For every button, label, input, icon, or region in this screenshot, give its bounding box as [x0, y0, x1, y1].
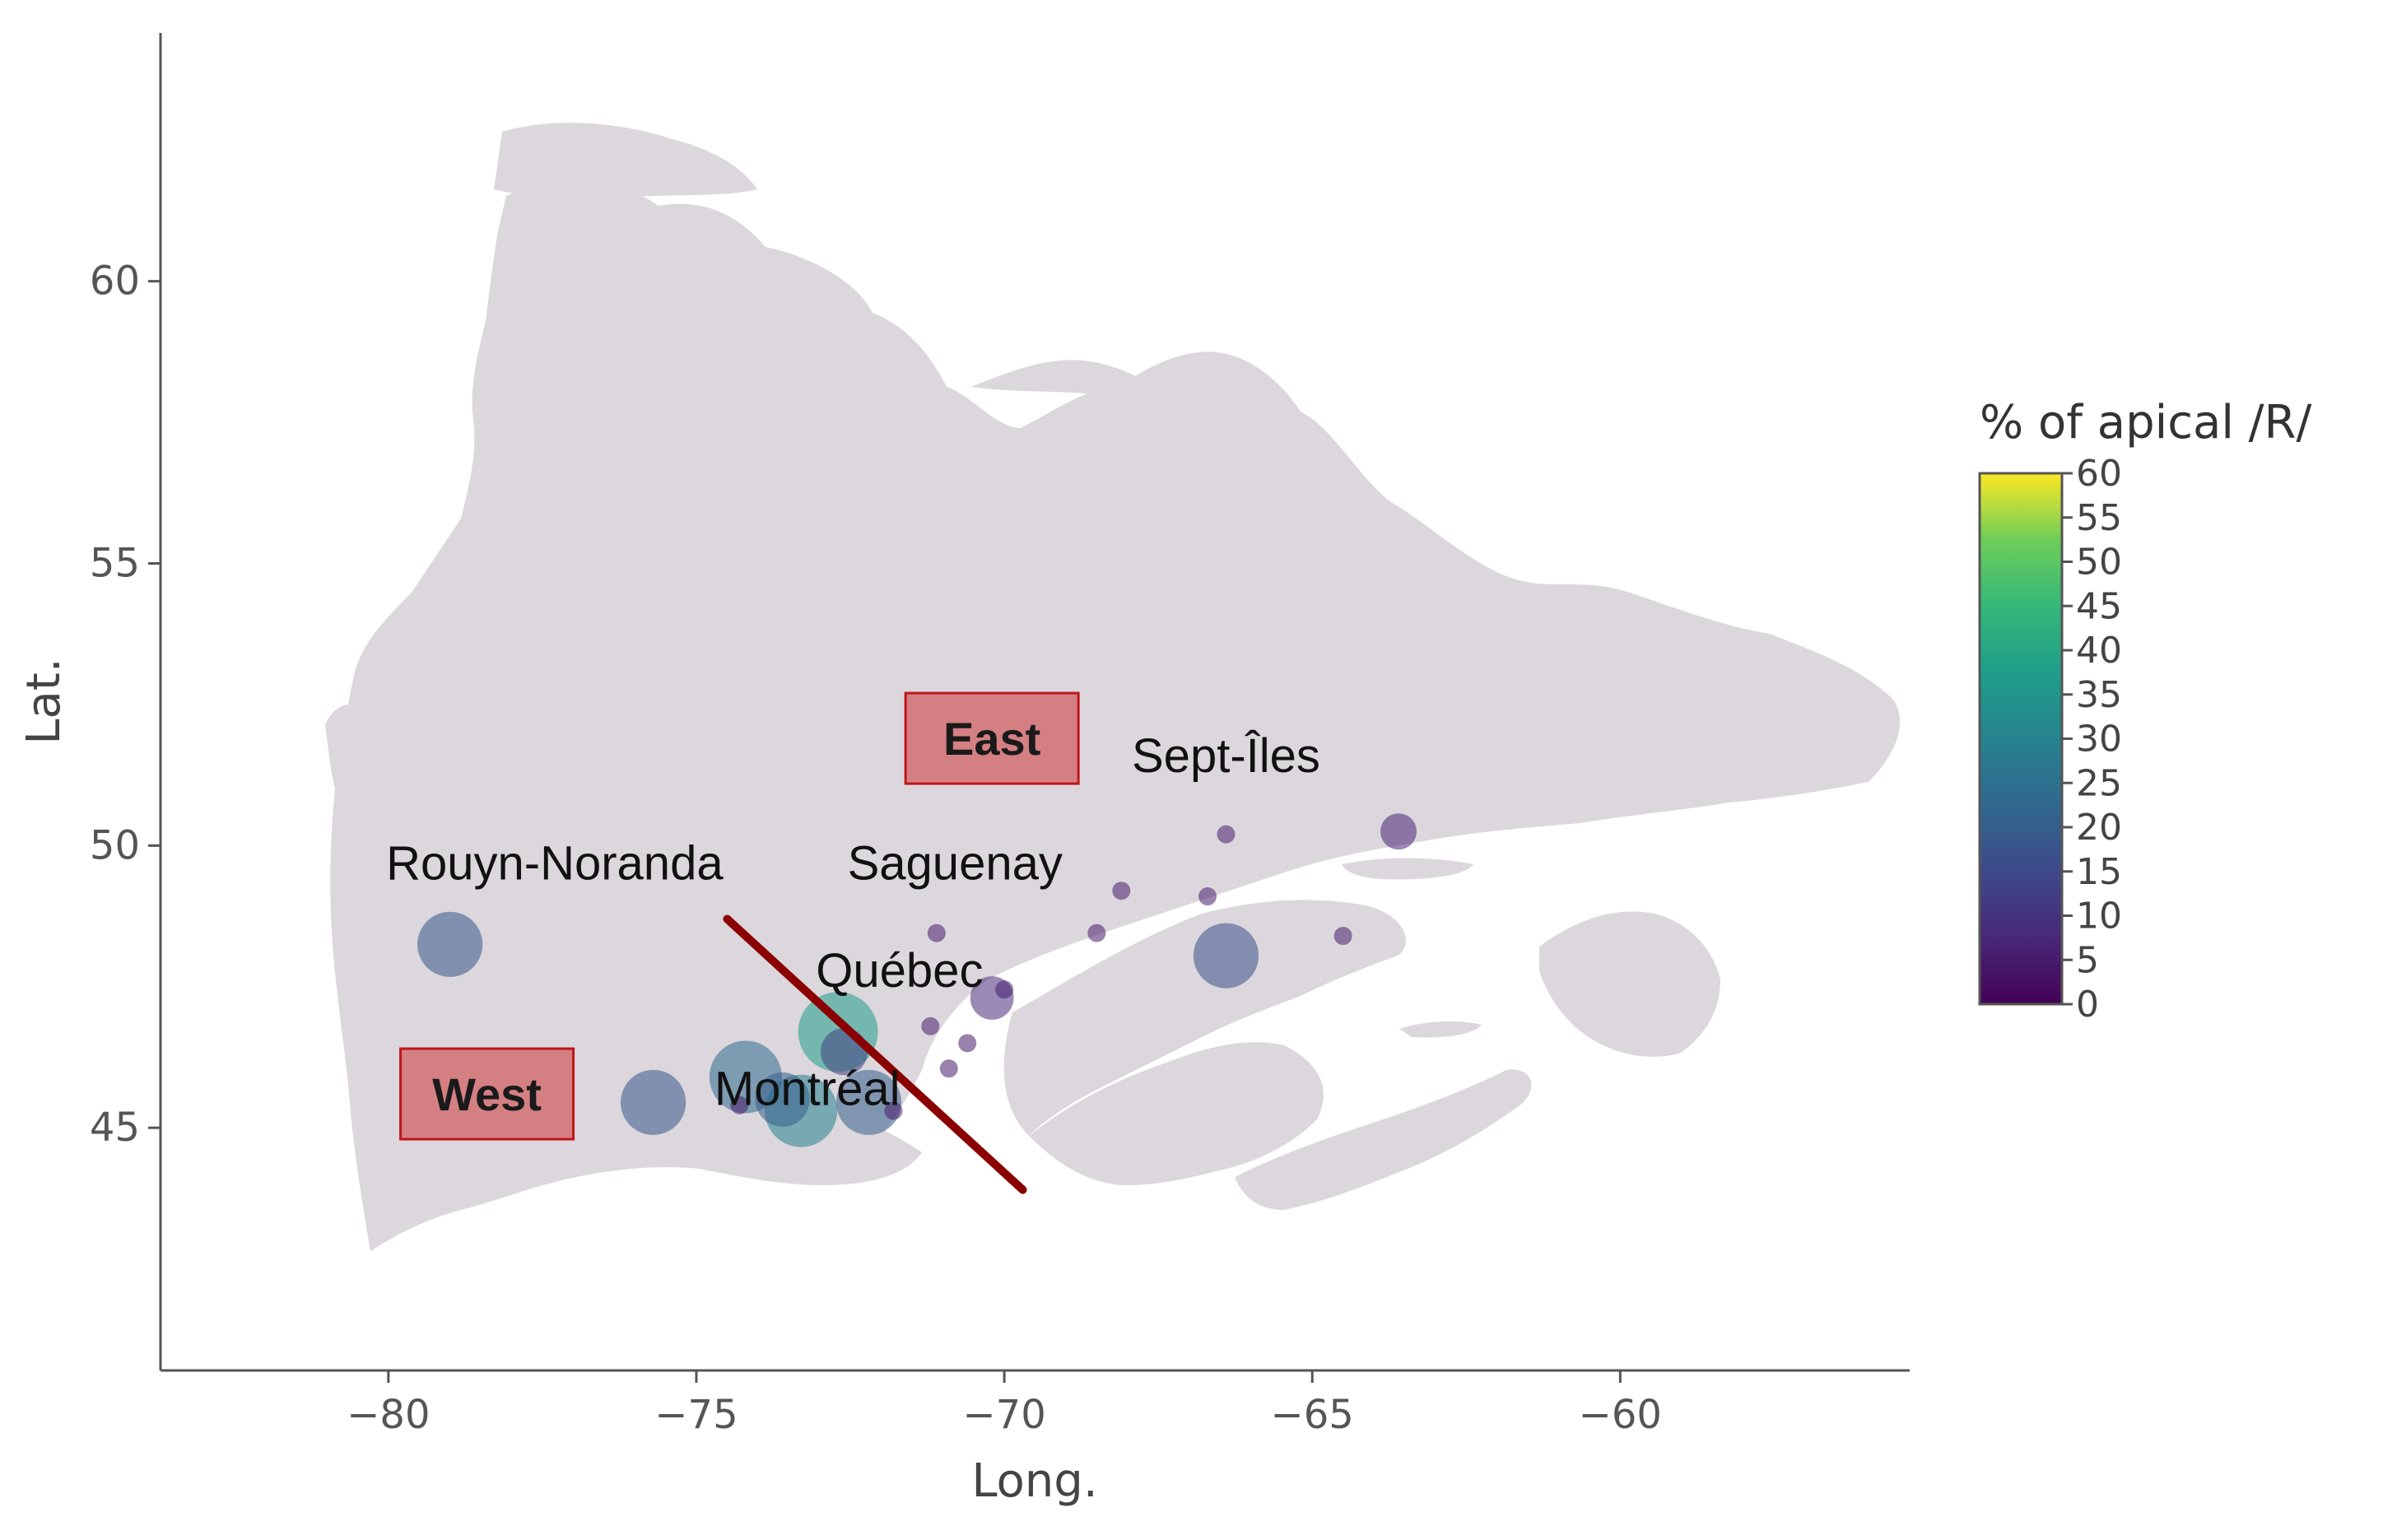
- east-west-divider: [723, 914, 1027, 1194]
- colorbar-tick-label: 15: [2076, 851, 2122, 893]
- colorbar-gradient: [1978, 472, 2064, 1006]
- colorbar-tick-label: 25: [2076, 762, 2122, 804]
- city-label: Montréal: [714, 1063, 901, 1116]
- y-tick-label: 45: [90, 1105, 140, 1151]
- maritimes-landmass: [1003, 900, 1406, 1136]
- y-tick-label: 50: [90, 822, 140, 868]
- data-point: [730, 1096, 749, 1114]
- city-labels: Rouyn-Noranda Saguenay Sept-Îles Québec Mont…: [386, 729, 1320, 1116]
- colorbar-tick-label: 45: [2076, 585, 2122, 627]
- colorbar-tick-label: 10: [2076, 896, 2122, 937]
- colorbar-tick-label: 0: [2076, 984, 2099, 1026]
- colorbar-tick-label: 55: [2076, 497, 2122, 539]
- data-points: [417, 813, 1417, 1147]
- region-label: West: [432, 1068, 542, 1120]
- ungava-landmass: [494, 123, 757, 199]
- region-box: [399, 1047, 575, 1141]
- colorbar-tick-label: 35: [2076, 674, 2122, 716]
- colorbar-tick-label: 5: [2076, 939, 2099, 981]
- y-tick-label: 55: [90, 541, 140, 587]
- data-point: [1112, 882, 1131, 900]
- data-point: [1333, 927, 1352, 946]
- james-bay-region: [325, 705, 360, 831]
- data-point: [755, 1072, 810, 1127]
- labrador-landmass: [971, 360, 1548, 626]
- city-label: Saguenay: [848, 836, 1063, 890]
- data-point: [939, 1059, 958, 1078]
- x-axis-ticks: −80 −75 −70 −65 −60: [347, 1370, 1662, 1438]
- quebec-landmass: [330, 182, 1901, 1251]
- y-axis-ticks: 45 50 55 60: [90, 258, 161, 1151]
- colorbar-tick-label: 30: [2076, 719, 2122, 761]
- data-point: [995, 980, 1014, 999]
- colorbar-tick-label: 20: [2076, 807, 2122, 849]
- x-tick-label: −60: [1579, 1392, 1662, 1438]
- data-point: [620, 1069, 687, 1135]
- x-tick-label: −65: [1271, 1392, 1354, 1438]
- anticosti-landmass: [1342, 858, 1473, 880]
- x-tick-label: −70: [962, 1392, 1045, 1438]
- colorbar-title: % of apical /R/: [1980, 396, 2311, 449]
- data-point: [417, 911, 483, 977]
- x-axis-title: Long.: [971, 1454, 1097, 1508]
- x-tick-label: −75: [654, 1392, 738, 1438]
- data-point: [927, 924, 946, 942]
- city-label: Sept-Îles: [1132, 729, 1320, 783]
- nova-scotia-landmass: [1235, 1069, 1532, 1210]
- data-point: [1087, 924, 1106, 942]
- region-box: [904, 691, 1080, 785]
- data-point: [1198, 887, 1217, 906]
- colorbar-tick-label: 40: [2076, 630, 2122, 672]
- y-axis-title: Lat.: [17, 658, 71, 744]
- colorbar-tick-label: 50: [2076, 542, 2122, 584]
- y-tick-label: 60: [90, 258, 140, 305]
- data-point: [884, 1101, 903, 1120]
- colorbar-tick-label: 60: [2076, 453, 2122, 495]
- data-point: [958, 1034, 977, 1053]
- city-label: Rouyn-Noranda: [386, 836, 724, 890]
- newfoundland-landmass: [1539, 911, 1720, 1057]
- region-label: East: [943, 713, 1040, 765]
- new-brunswick-landmass: [1029, 1042, 1324, 1185]
- data-point: [835, 1069, 902, 1135]
- region-labels: East West: [399, 691, 1080, 1141]
- data-point: [1193, 923, 1259, 989]
- data-point: [1380, 813, 1417, 850]
- data-point: [921, 1017, 940, 1035]
- x-tick-label: −80: [347, 1392, 430, 1438]
- axes: [159, 33, 1910, 1372]
- city-label: Québec: [816, 944, 983, 998]
- pei-landmass: [1399, 1021, 1482, 1038]
- data-point: [1217, 825, 1236, 844]
